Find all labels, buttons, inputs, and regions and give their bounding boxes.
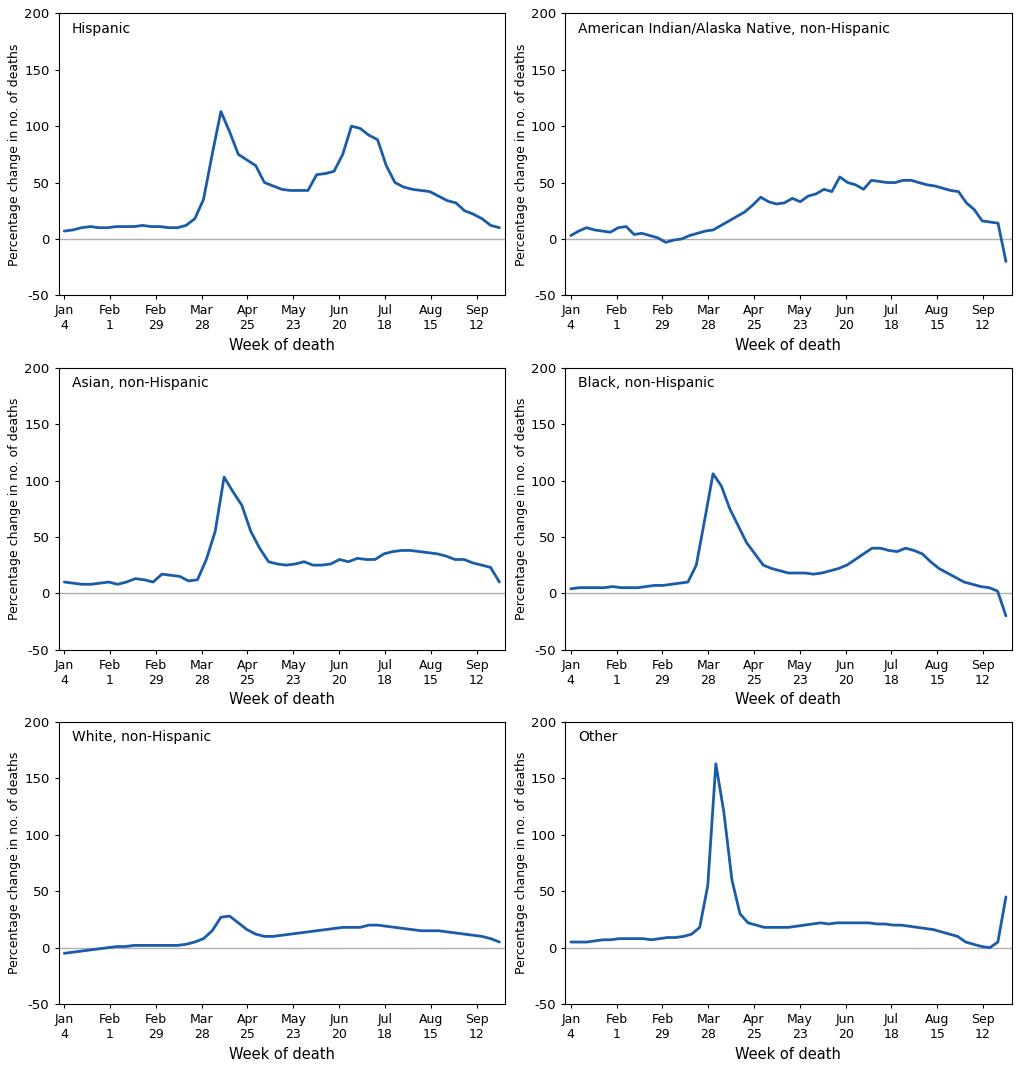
Y-axis label: Percentage change in no. of deaths: Percentage change in no. of deaths xyxy=(8,43,21,265)
X-axis label: Week of death: Week of death xyxy=(228,338,334,353)
Text: White, non-Hispanic: White, non-Hispanic xyxy=(72,731,211,745)
Y-axis label: Percentage change in no. of deaths: Percentage change in no. of deaths xyxy=(515,43,528,265)
Y-axis label: Percentage change in no. of deaths: Percentage change in no. of deaths xyxy=(8,752,21,975)
X-axis label: Week of death: Week of death xyxy=(228,1046,334,1061)
Y-axis label: Percentage change in no. of deaths: Percentage change in no. of deaths xyxy=(515,752,528,975)
X-axis label: Week of death: Week of death xyxy=(228,692,334,707)
Text: Black, non-Hispanic: Black, non-Hispanic xyxy=(578,377,714,391)
X-axis label: Week of death: Week of death xyxy=(735,1046,841,1061)
Text: Hispanic: Hispanic xyxy=(72,21,130,35)
X-axis label: Week of death: Week of death xyxy=(735,692,841,707)
X-axis label: Week of death: Week of death xyxy=(735,338,841,353)
Text: Asian, non-Hispanic: Asian, non-Hispanic xyxy=(72,377,208,391)
Text: American Indian/Alaska Native, non-Hispanic: American Indian/Alaska Native, non-Hispa… xyxy=(578,21,890,35)
Y-axis label: Percentage change in no. of deaths: Percentage change in no. of deaths xyxy=(515,398,528,620)
Text: Other: Other xyxy=(578,731,618,745)
Y-axis label: Percentage change in no. of deaths: Percentage change in no. of deaths xyxy=(8,398,21,620)
